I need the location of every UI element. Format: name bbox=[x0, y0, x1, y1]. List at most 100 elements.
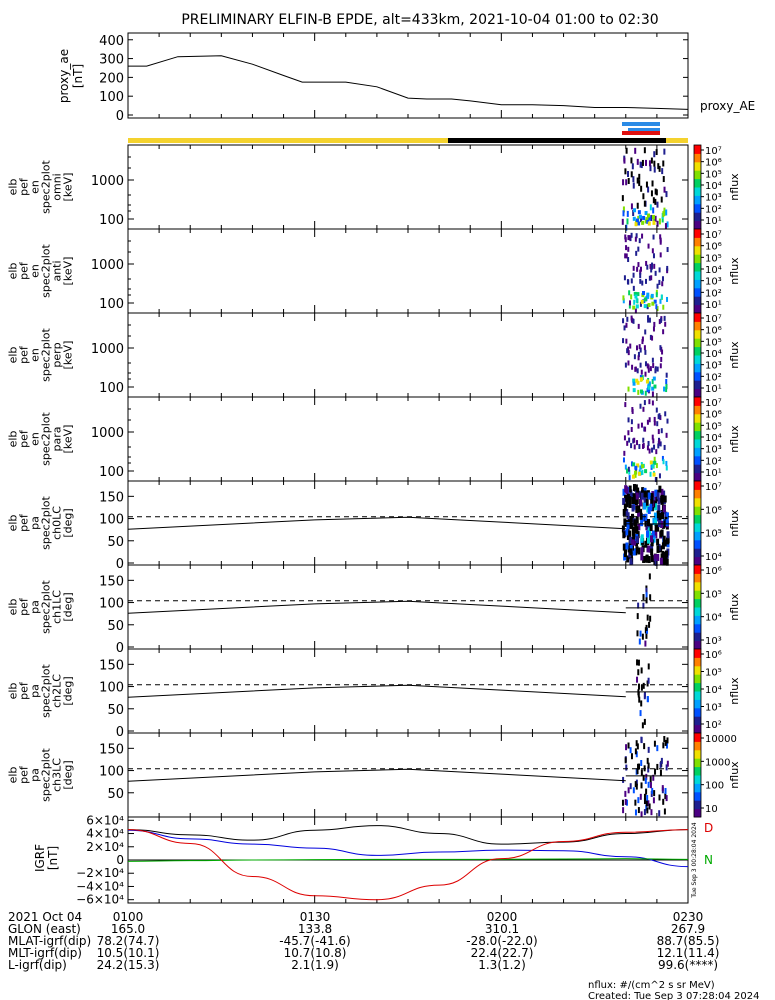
elb_pef_pa_spec2plot_ch2LC-cell bbox=[640, 700, 643, 707]
elb_pef_pa_spec2plot_ch0LC-cell bbox=[652, 517, 656, 525]
elb_pef_en_spec2plot_para-core-cell bbox=[651, 464, 655, 469]
elb_pef_pa_spec2plot_ch0LC-cell bbox=[664, 511, 668, 519]
igrf-ytick-label: −6×10⁴ bbox=[76, 893, 124, 907]
elb_pef_pa_spec2plot_ch0LC-cell bbox=[622, 497, 626, 505]
elb_pef_pa_spec2plot_ch0LC-cell bbox=[656, 553, 660, 561]
elb_pef_en_spec2plot_perp-cell bbox=[665, 379, 668, 385]
elb_pef_en_spec2plot_omni-colorbar-band bbox=[694, 153, 701, 163]
elb_pef_pa_spec2plot_ch0LC-cell bbox=[665, 512, 669, 520]
elb_pef_en_spec2plot_perp-colorbar-label: 10⁴ bbox=[705, 349, 722, 360]
elb_pef_pa_spec2plot_ch1LC-ylabel-5: [deg] bbox=[62, 592, 75, 621]
elb_pef_pa_spec2plot_ch0LC-cell bbox=[637, 509, 641, 517]
elb_pef_en_spec2plot_para-colorbar-band bbox=[694, 397, 701, 406]
elb_pef_pa_spec2plot_ch2LC-ytick-label: 100 bbox=[99, 681, 124, 696]
elb_pef_pa_spec2plot_ch0LC-cell bbox=[628, 530, 632, 538]
elb_pef_en_spec2plot_para-cell bbox=[658, 439, 661, 445]
axis-row-value-0-0: 0100 bbox=[113, 910, 144, 924]
elb_pef_en_spec2plot_anti-cell bbox=[625, 253, 628, 259]
elb_pef_pa_spec2plot_ch1LC-cell bbox=[639, 630, 642, 637]
elb_pef_en_spec2plot_anti-frame bbox=[127, 228, 689, 314]
elb_pef_en_spec2plot_omni-cell bbox=[623, 157, 626, 164]
elb_pef_en_spec2plot_anti-cell bbox=[651, 248, 654, 254]
elb_pef_pa_spec2plot_ch0LC-cell bbox=[659, 557, 663, 565]
elb_pef_pa_spec2plot_ch0LC-cell bbox=[629, 536, 633, 544]
elb_pef_pa_spec2plot_ch3LC-cell bbox=[645, 804, 648, 811]
elb_pef_en_spec2plot_anti-cell bbox=[627, 235, 630, 241]
elb_pef_pa_spec2plot_ch3LC-colorbar-band bbox=[694, 766, 701, 776]
elb_pef_en_spec2plot_perp-colorbar-label: 10³ bbox=[705, 361, 722, 372]
elb_pef_en_spec2plot_anti-core-cell bbox=[634, 294, 638, 299]
elb_pef_pa_spec2plot_ch3LC-colorbar-band bbox=[694, 800, 701, 810]
elb_pef_en_spec2plot_omni-colorbar-band bbox=[694, 145, 701, 154]
elb_pef_en_spec2plot_perp-cell bbox=[649, 366, 652, 372]
elb_pef_en_spec2plot_anti-cell bbox=[647, 243, 650, 249]
elb_pef_en_spec2plot_para-colorbar-band bbox=[694, 405, 701, 415]
elb_pef_pa_spec2plot_ch3LC-cell bbox=[650, 809, 653, 816]
elb_pef_pa_spec2plot_ch1LC-cell bbox=[641, 633, 644, 640]
elb_pef_en_spec2plot_perp-cell bbox=[651, 379, 654, 385]
proxy-ae-ylabel-1: [nT] bbox=[71, 64, 85, 88]
elb_pef_en_spec2plot_perp-colorbar-band bbox=[694, 363, 701, 373]
elb_pef_pa_spec2plot_ch3LC-cell bbox=[627, 742, 630, 749]
elb_pef_en_spec2plot_para-cell bbox=[657, 429, 660, 435]
elb_pef_pa_spec2plot_ch0LC-cell bbox=[647, 519, 651, 527]
elb_pef_en_spec2plot_omni-cell bbox=[621, 195, 624, 202]
elb_pef_en_spec2plot_anti-cell bbox=[630, 278, 633, 284]
elb_pef_en_spec2plot_omni-cell bbox=[664, 223, 667, 230]
elb_pef_en_spec2plot_para-colorbar-label: 10⁷ bbox=[705, 398, 722, 409]
elb_pef_pa_spec2plot_ch3LC-cell bbox=[640, 759, 643, 766]
elb_pef_en_spec2plot_omni-cell bbox=[652, 197, 655, 204]
elb_pef_pa_spec2plot_ch1LC-colorbar-band bbox=[694, 581, 701, 591]
elb_pef_en_spec2plot_perp-core-cell bbox=[652, 376, 656, 381]
elb_pef_pa_spec2plot_ch1LC-cell bbox=[648, 621, 651, 628]
elb_pef_en_spec2plot_anti-cell bbox=[659, 239, 662, 245]
axis-row-label-2: MLAT-igrf(dip) bbox=[8, 934, 91, 948]
elb_pef_pa_spec2plot_ch2LC-colorbar-label: 10⁴ bbox=[705, 685, 722, 696]
night-bar bbox=[448, 138, 666, 143]
elb_pef_pa_spec2plot_ch3LC-ylabel-3: spec2plot bbox=[40, 748, 53, 802]
elb_pef_en_spec2plot_anti-cell bbox=[641, 233, 644, 239]
elb_pef_pa_spec2plot_ch3LC-cell bbox=[658, 810, 661, 817]
elb_pef_pa_spec2plot_ch3LC-cell bbox=[650, 790, 653, 797]
elb_pef_en_spec2plot_anti-cell bbox=[662, 304, 665, 310]
elb_pef_pa_spec2plot_ch3LC-ylabel-4: ch3LC bbox=[51, 758, 64, 792]
elb_pef_pa_spec2plot_ch0LC-cell bbox=[635, 497, 639, 505]
elb_pef_en_spec2plot_anti-cell bbox=[632, 285, 635, 291]
elb_pef_pa_spec2plot_ch2LC-frame bbox=[127, 648, 689, 734]
elb_pef_pa_spec2plot_ch1LC-cell bbox=[649, 594, 652, 601]
axis-row-value-4-1: 2.1(1.9) bbox=[291, 958, 339, 972]
elb_pef_en_spec2plot_para-cell bbox=[627, 417, 630, 423]
elb_pef_pa_spec2plot_ch1LC-cell bbox=[649, 615, 652, 622]
elb_pef_en_spec2plot_omni-cell bbox=[661, 168, 664, 175]
elb_pef_en_spec2plot_anti-cell bbox=[644, 278, 647, 284]
elb_pef_en_spec2plot_anti-core-cell bbox=[635, 304, 639, 309]
elb_pef_en_spec2plot_omni-cell bbox=[622, 179, 625, 186]
elb_pef_pa_spec2plot_ch3LC-cell bbox=[665, 742, 668, 749]
elb_pef_en_spec2plot_para-cell bbox=[630, 426, 633, 432]
elb_pef_en_spec2plot_anti-cell bbox=[639, 266, 642, 272]
elb_pef_en_spec2plot_omni-cell bbox=[648, 160, 651, 167]
elb_pef_en_spec2plot_para-cell bbox=[623, 450, 626, 456]
elb_pef_en_spec2plot_perp-cell bbox=[636, 368, 639, 374]
elb_pef_en_spec2plot_omni-cell bbox=[636, 202, 639, 209]
elb_pef_pa_spec2plot_ch0LC-colorbar-label: 10⁴ bbox=[705, 552, 722, 563]
elb_pef_pa_spec2plot_ch0LC-cell bbox=[660, 497, 664, 505]
elb_pef_en_spec2plot_omni-cell bbox=[650, 190, 653, 197]
elb_pef_en_spec2plot_para-cell bbox=[630, 419, 633, 425]
elb_pef_en_spec2plot_omni-cell bbox=[665, 209, 668, 216]
elb_pef_en_spec2plot_omni-cell bbox=[636, 158, 639, 165]
elb_pef_en_spec2plot_perp-ylabel-3: spec2plot bbox=[40, 328, 53, 382]
elb_pef_en_spec2plot_anti-colorbar-band bbox=[694, 287, 701, 297]
elb_pef_pa_spec2plot_ch2LC-colorbar-label: 10² bbox=[705, 720, 722, 731]
elb_pef_pa_spec2plot_ch0LC-cell bbox=[622, 508, 626, 516]
elb_pef_en_spec2plot_perp-colorbar-band bbox=[694, 380, 701, 390]
elb_pef_pa_spec2plot_ch3LC-cell bbox=[647, 762, 650, 769]
axis-row-label-3: MLT-igrf(dip) bbox=[8, 946, 82, 960]
elb_pef_en_spec2plot_anti-core-cell bbox=[642, 299, 646, 304]
elb_pef_pa_spec2plot_ch0LC-colorbar-band bbox=[694, 531, 701, 541]
elb_pef_pa_spec2plot_ch0LC-cell bbox=[651, 530, 655, 538]
elb_pef_pa_spec2plot_ch0LC-cell bbox=[628, 500, 632, 508]
elb_pef_pa_spec2plot_ch3LC-cell bbox=[659, 761, 662, 768]
axis-row-value-4-2: 1.3(1.2) bbox=[478, 958, 526, 972]
elb_pef_en_spec2plot_perp-core-cell bbox=[632, 381, 636, 386]
